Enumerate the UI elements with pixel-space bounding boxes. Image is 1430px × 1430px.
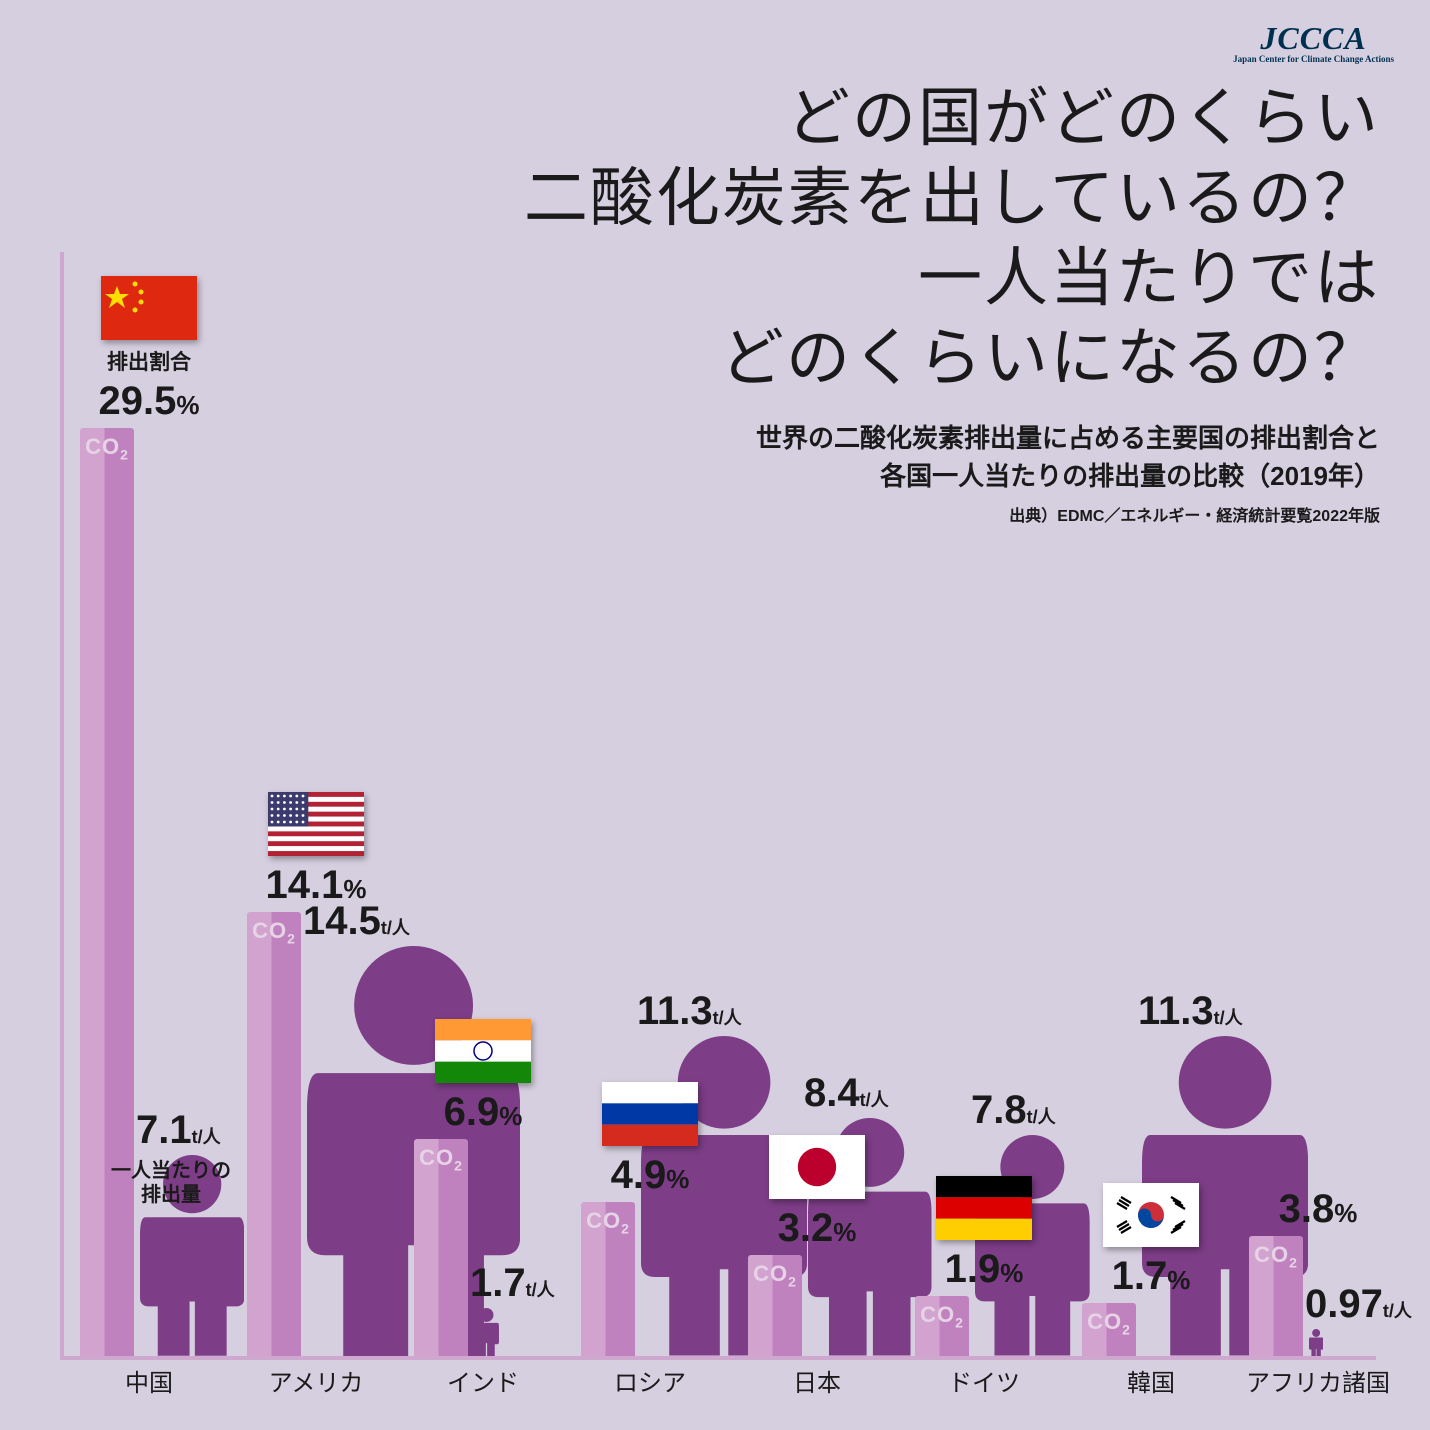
percap-value: 7.8t/人 (971, 1088, 1056, 1133)
country-name: 中国 (68, 1363, 230, 1398)
person-icon (975, 1135, 1090, 1356)
x-axis (60, 1356, 1376, 1360)
country-name: アメリカ (235, 1363, 397, 1398)
co2-label: CO2 (1254, 1242, 1298, 1270)
share-bar: CO2 (915, 1296, 969, 1356)
y-axis (60, 252, 64, 1360)
percap-heading: 一人当たりの排出量 (96, 1159, 246, 1207)
co2-label: CO2 (1087, 1309, 1131, 1337)
ru-flag-icon (602, 1082, 698, 1146)
share-value: 1.9% (903, 1247, 1065, 1292)
logo: JCCCA Japan Center for Climate Change Ac… (1233, 20, 1394, 64)
country-name: ドイツ (903, 1363, 1065, 1398)
share-bar: CO2 (581, 1202, 635, 1356)
cn-flag-icon (101, 276, 197, 340)
title-line-2: 二酸化炭素を出しているの？ (524, 158, 1380, 238)
share-value: 6.9% (402, 1090, 564, 1135)
share-value: 3.8% (1237, 1187, 1399, 1232)
title-line-1: どの国がどのくらい (524, 78, 1380, 158)
infographic-canvas: JCCCA Japan Center for Climate Change Ac… (0, 0, 1430, 1430)
percap-value: 0.97t/人 (1305, 1282, 1412, 1327)
percap-value: 7.1t/人 (136, 1108, 221, 1153)
share-bar: CO2 (247, 912, 301, 1356)
country-name: 日本 (736, 1363, 898, 1398)
share-bar: CO2 (80, 428, 134, 1356)
share-value: 3.2% (736, 1206, 898, 1251)
co2-label: CO2 (419, 1145, 463, 1173)
kr-flag-icon (1103, 1183, 1199, 1247)
share-bar: CO2 (414, 1139, 468, 1356)
in-flag-icon (435, 1019, 531, 1083)
person-icon (1309, 1329, 1323, 1356)
jp-flag-icon (769, 1135, 865, 1199)
share-bar: CO2 (1249, 1236, 1303, 1356)
logo-subtitle: Japan Center for Climate Change Actions (1233, 54, 1394, 64)
country-name: インド (402, 1363, 564, 1398)
co2-label: CO2 (920, 1302, 964, 1330)
logo-text: JCCCA (1260, 20, 1366, 56)
share-value: 29.5% (68, 379, 230, 424)
percap-value: 8.4t/人 (804, 1071, 889, 1116)
percap-value: 1.7t/人 (470, 1261, 555, 1306)
country-name: アフリカ諸国 (1237, 1363, 1399, 1398)
co2-label: CO2 (85, 434, 129, 462)
country-name: 韓国 (1070, 1363, 1232, 1398)
de-flag-icon (936, 1176, 1032, 1240)
percap-value: 11.3t/人 (637, 989, 742, 1034)
person-icon (474, 1308, 499, 1356)
co2-label: CO2 (252, 918, 296, 946)
co2-label: CO2 (753, 1261, 797, 1289)
co2-label: CO2 (586, 1208, 630, 1236)
percap-value: 11.3t/人 (1138, 989, 1243, 1034)
us-flag-icon (268, 792, 364, 856)
chart-area: CO2 中国 排出割合29.5% 7.1t/人一人当たりの排出量 CO2 アメリカ 14… (60, 252, 1376, 1398)
share-bar: CO2 (748, 1255, 802, 1356)
share-value: 4.9% (569, 1153, 731, 1198)
country-name: ロシア (569, 1363, 731, 1398)
share-value: 1.7% (1070, 1254, 1232, 1299)
percap-value: 14.5t/人 (303, 899, 410, 944)
share-heading: 排出割合 (68, 346, 230, 376)
share-bar: CO2 (1082, 1303, 1136, 1356)
